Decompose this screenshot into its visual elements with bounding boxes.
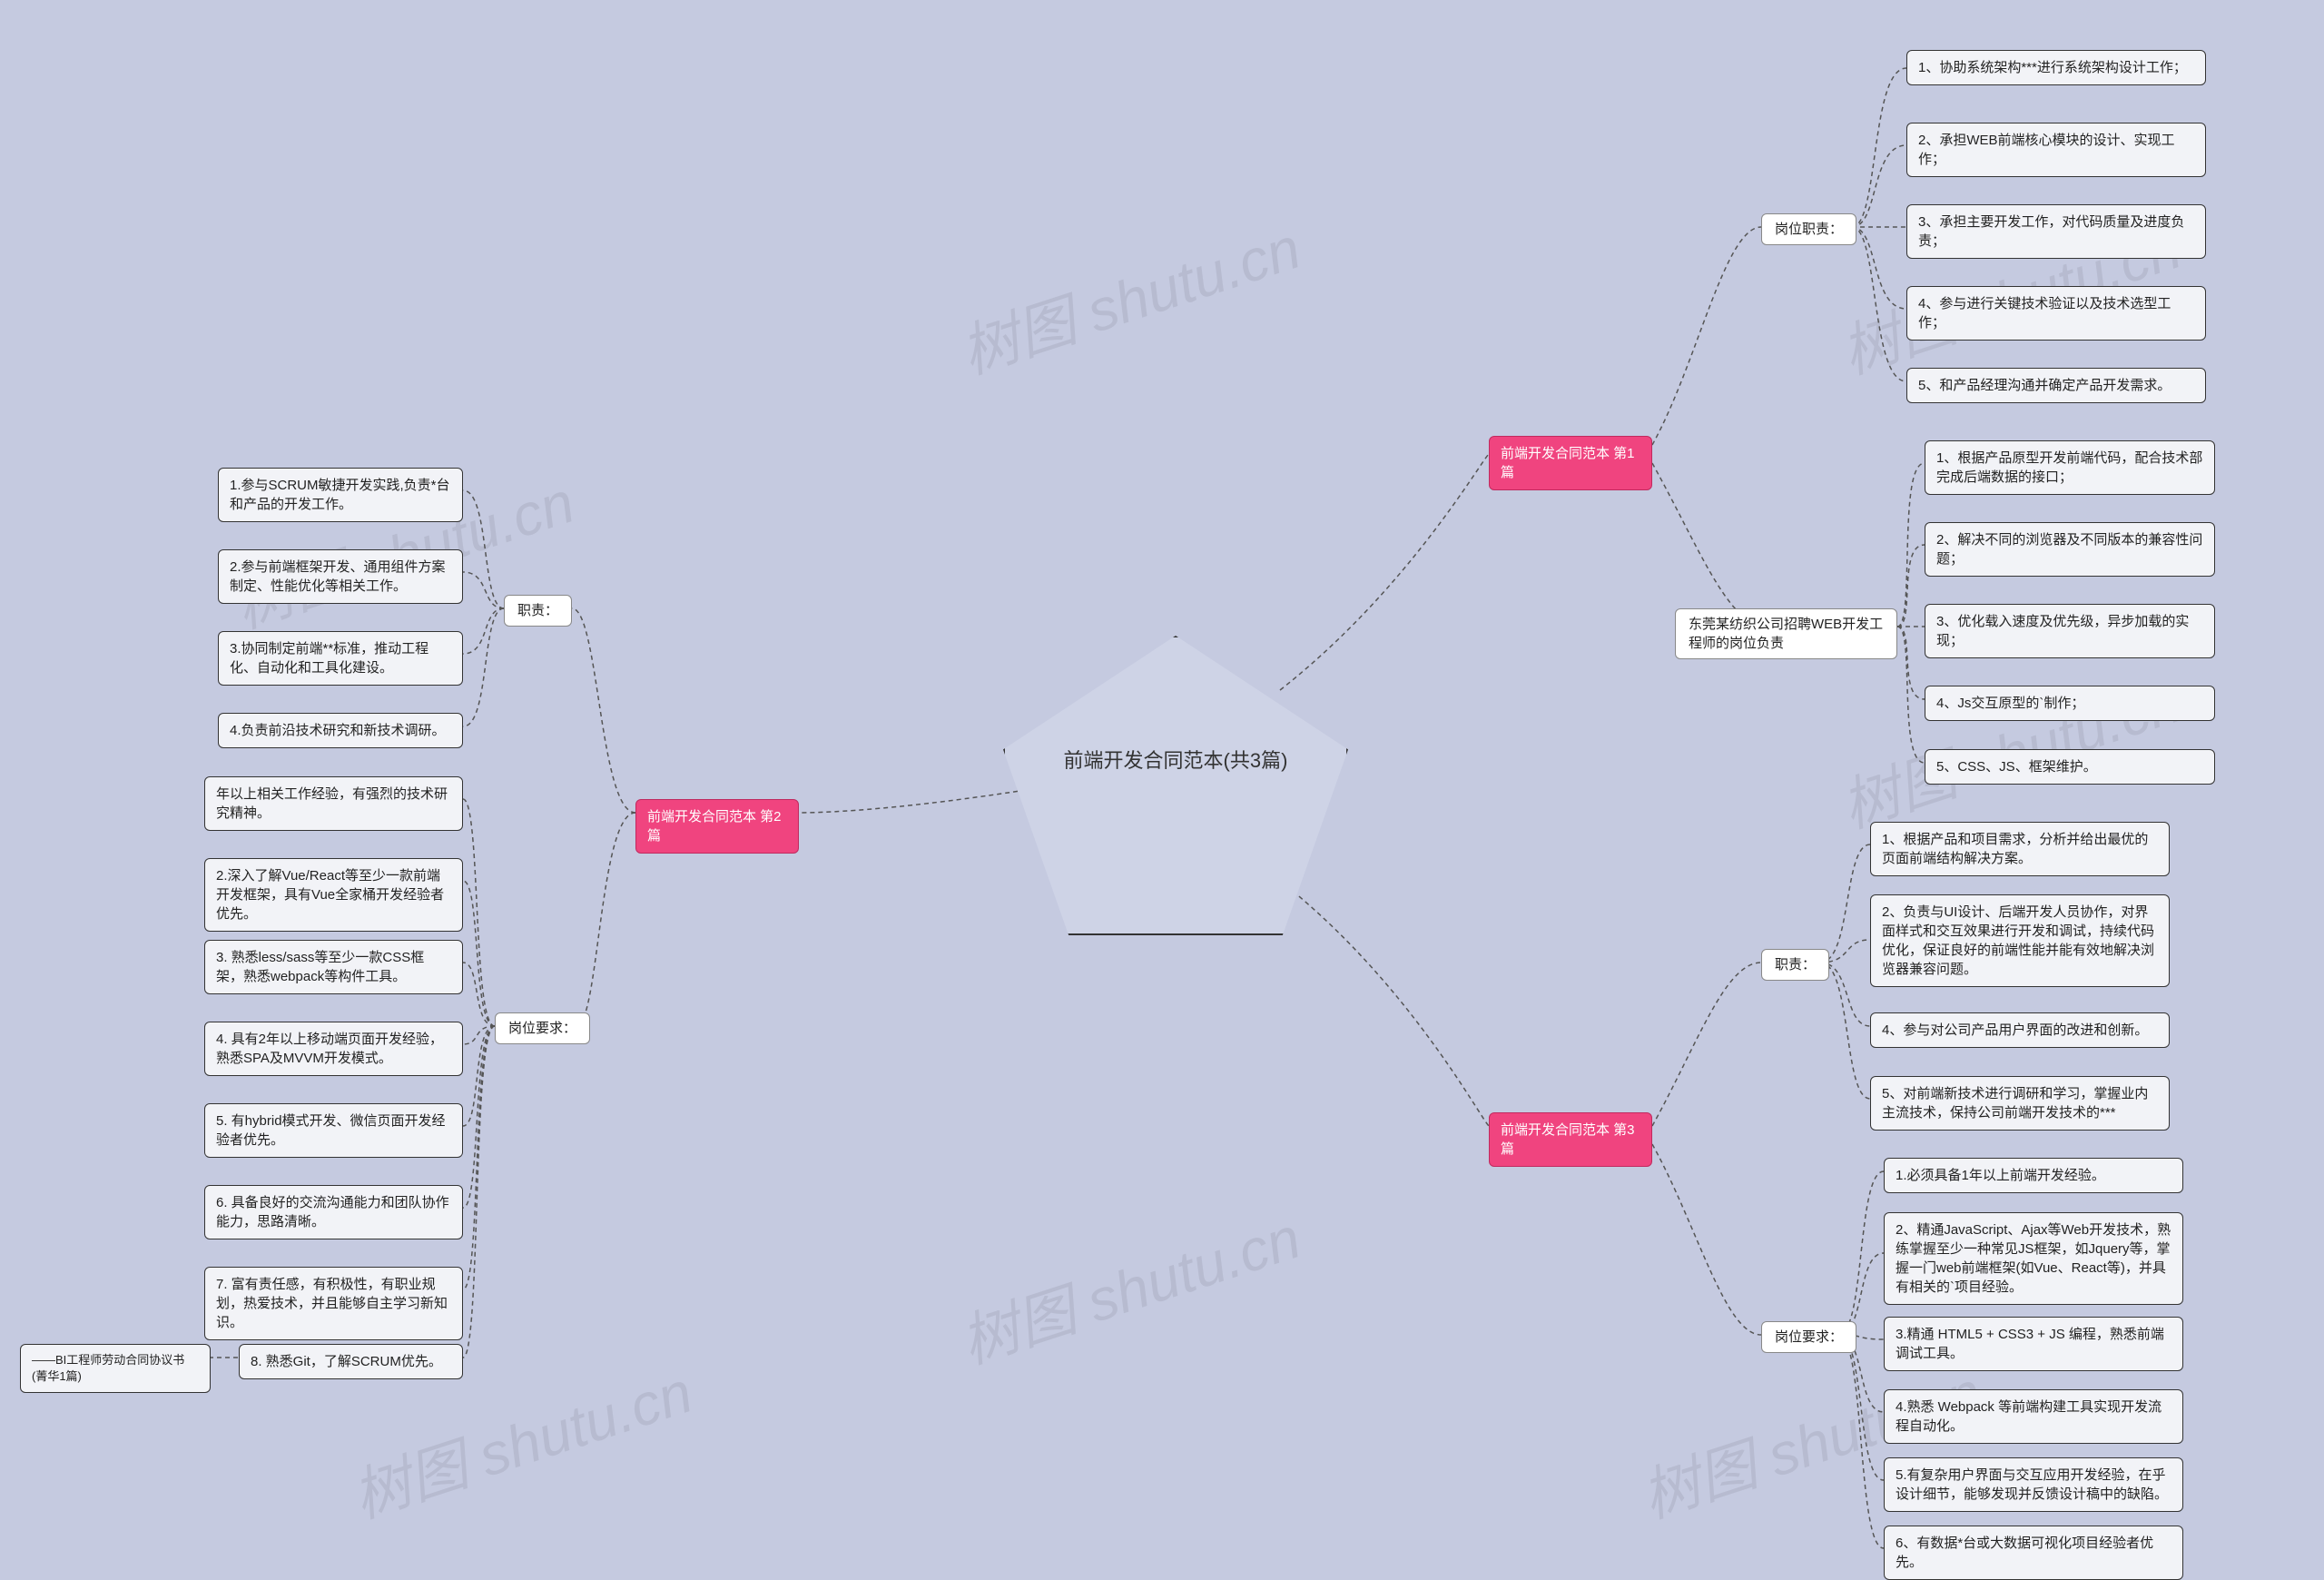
- leaf-node[interactable]: 1、根据产品原型开发前端代码，配合技术部完成后端数据的接口；: [1925, 440, 2215, 495]
- root-node[interactable]: 前端开发合同范本(共3篇): [1003, 636, 1348, 935]
- footnote-node[interactable]: ——BI工程师劳动合同协议书 (菁华1篇): [20, 1344, 211, 1393]
- leaf-node[interactable]: 7. 富有责任感，有积极性，有职业规划，热爱技术，并且能够自主学习新知识。: [204, 1267, 463, 1340]
- leaf-node[interactable]: 4. 具有2年以上移动端页面开发经验，熟悉SPA及MVVM开发模式。: [204, 1022, 463, 1076]
- section-3-group-2-label[interactable]: 岗位要求：: [1761, 1321, 1856, 1353]
- leaf-node[interactable]: 4.负责前沿技术研究和新技术调研。: [218, 713, 463, 748]
- section-2-title[interactable]: 前端开发合同范本 第2篇: [635, 799, 799, 854]
- section-1-group-2-label[interactable]: 东莞某纺织公司招聘WEB开发工程师的岗位负责: [1675, 608, 1897, 659]
- leaf-node[interactable]: 4、Js交互原型的`制作；: [1925, 686, 2215, 721]
- section-2-group-1-label[interactable]: 职责：: [504, 595, 572, 627]
- leaf-node[interactable]: 3、优化载入速度及优先级，异步加载的实现；: [1925, 604, 2215, 658]
- leaf-node[interactable]: 3. 熟悉less/sass等至少一款CSS框架，熟悉webpack等构件工具。: [204, 940, 463, 994]
- section-3-group-1-label[interactable]: 职责：: [1761, 949, 1829, 981]
- leaf-node[interactable]: 1、协助系统架构***进行系统架构设计工作；: [1906, 50, 2206, 85]
- leaf-node[interactable]: 年以上相关工作经验，有强烈的技术研究精神。: [204, 776, 463, 831]
- watermark: 树图 shutu.cn: [949, 202, 1309, 390]
- section-3-title[interactable]: 前端开发合同范本 第3篇: [1489, 1112, 1652, 1167]
- leaf-node[interactable]: 4.熟悉 Webpack 等前端构建工具实现开发流程自动化。: [1884, 1389, 2183, 1444]
- leaf-node[interactable]: 6、有数据*台或大数据可视化项目经验者优先。: [1884, 1526, 2183, 1580]
- leaf-node[interactable]: 5、对前端新技术进行调研和学习，掌握业内主流技术，保持公司前端开发技术的***: [1870, 1076, 2170, 1131]
- leaf-node[interactable]: 2.深入了解Vue/React等至少一款前端开发框架，具有Vue全家桶开发经验者…: [204, 858, 463, 932]
- leaf-node[interactable]: 2、解决不同的浏览器及不同版本的兼容性问题；: [1925, 522, 2215, 577]
- leaf-node[interactable]: 2、负责与UI设计、后端开发人员协作，对界面样式和交互效果进行开发和调试，持续代…: [1870, 894, 2170, 987]
- leaf-node[interactable]: 3.精通 HTML5 + CSS3 + JS 编程，熟悉前端调试工具。: [1884, 1317, 2183, 1371]
- leaf-node[interactable]: 6. 具备良好的交流沟通能力和团队协作能力，思路清晰。: [204, 1185, 463, 1239]
- leaf-node[interactable]: 8. 熟悉Git，了解SCRUM优先。: [239, 1344, 463, 1379]
- leaf-node[interactable]: 5.有复杂用户界面与交互应用开发经验，在乎设计细节，能够发现并反馈设计稿中的缺陷…: [1884, 1457, 2183, 1512]
- leaf-node[interactable]: 1、根据产品和项目需求，分析并给出最优的页面前端结构解决方案。: [1870, 822, 2170, 876]
- leaf-node[interactable]: 1.必须具备1年以上前端开发经验。: [1884, 1158, 2183, 1193]
- leaf-node[interactable]: 2.参与前端框架开发、通用组件方案制定、性能优化等相关工作。: [218, 549, 463, 604]
- leaf-node[interactable]: 3.协同制定前端**标准，推动工程化、自动化和工具化建设。: [218, 631, 463, 686]
- watermark: 树图 shutu.cn: [949, 1191, 1309, 1379]
- mindmap-canvas: 树图 shutu.cn 树图 shutu.cn 树图 shutu.cn 树图 s…: [0, 0, 2324, 1561]
- pentagon-shape: [1003, 636, 1348, 935]
- section-1-title[interactable]: 前端开发合同范本 第1篇: [1489, 436, 1652, 490]
- leaf-node[interactable]: 3、承担主要开发工作，对代码质量及进度负责；: [1906, 204, 2206, 259]
- leaf-node[interactable]: 5. 有hybrid模式开发、微信页面开发经验者优先。: [204, 1103, 463, 1158]
- section-2-group-2-label[interactable]: 岗位要求：: [495, 1012, 590, 1044]
- leaf-node[interactable]: 5、CSS、JS、框架维护。: [1925, 749, 2215, 785]
- leaf-node[interactable]: 4、参与进行关键技术验证以及技术选型工作；: [1906, 286, 2206, 341]
- root-label: 前端开发合同范本(共3篇): [1003, 745, 1348, 774]
- section-1-group-1-label[interactable]: 岗位职责：: [1761, 213, 1856, 245]
- leaf-node[interactable]: 2、承担WEB前端核心模块的设计、实现工作；: [1906, 123, 2206, 177]
- leaf-node[interactable]: 1.参与SCRUM敏捷开发实践,负责*台和产品的开发工作。: [218, 468, 463, 522]
- leaf-node[interactable]: 4、参与对公司产品用户界面的改进和创新。: [1870, 1012, 2170, 1048]
- leaf-node[interactable]: 2、精通JavaScript、Ajax等Web开发技术，熟练掌握至少一种常见JS…: [1884, 1212, 2183, 1305]
- leaf-node[interactable]: 5、和产品经理沟通并确定产品开发需求。: [1906, 368, 2206, 403]
